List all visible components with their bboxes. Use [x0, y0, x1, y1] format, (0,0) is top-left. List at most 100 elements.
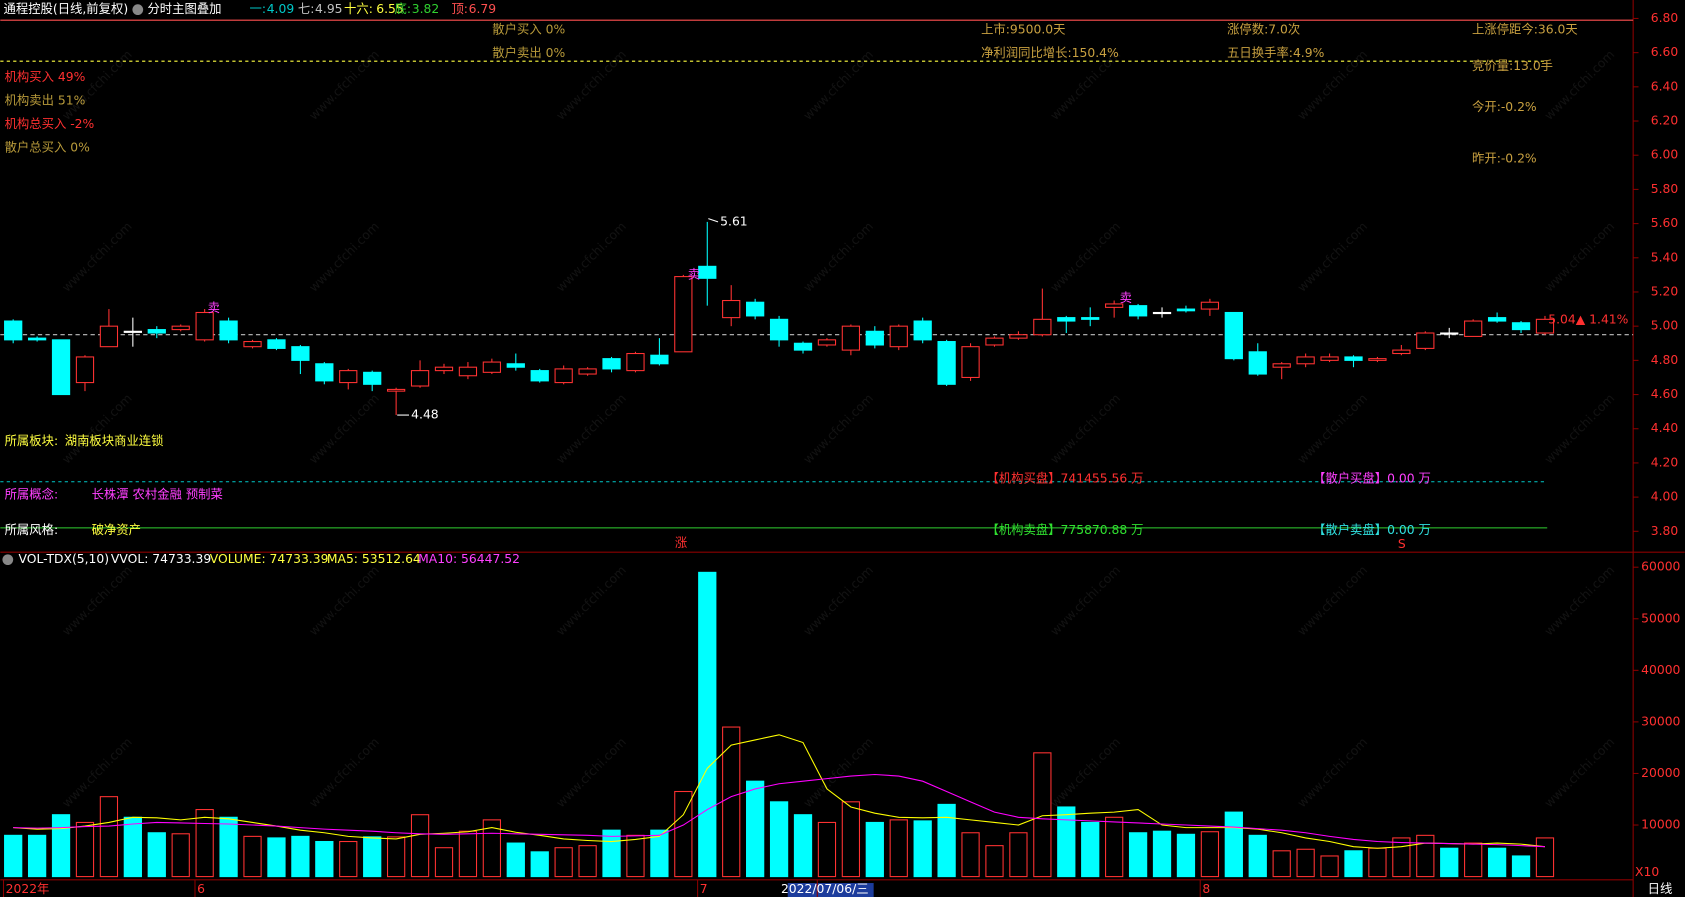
legend-entry: MA10: 56447.52 [418, 552, 520, 566]
ma-line [13, 773, 1545, 848]
y-tick-label: 4.80 [1651, 353, 1679, 367]
level-name: 七: [298, 2, 315, 16]
candle-body [1105, 303, 1124, 308]
panel-text: 所属板块: [5, 434, 59, 448]
volume-bar [1057, 806, 1076, 878]
volume-bar [913, 820, 932, 878]
level-value: 6.79 [469, 2, 496, 16]
level-value: 3.82 [412, 2, 439, 16]
y-tick-label: 40000 [1641, 663, 1680, 677]
candle-body [793, 342, 813, 351]
candle-body [913, 320, 932, 341]
panel-text: 卖 [688, 268, 700, 282]
panel-text: 昨开:-0.2% [1472, 151, 1537, 165]
panel-text: 机构卖出 51% [5, 92, 86, 107]
candle-body [1368, 358, 1387, 361]
volume-bar [865, 821, 884, 878]
volume-bar [650, 829, 669, 878]
candle-body [674, 276, 693, 353]
volume-bar [27, 834, 47, 878]
candle-body [961, 346, 980, 378]
candle-body [1033, 318, 1052, 336]
panel-text: 今开:-0.2% [1472, 99, 1537, 114]
panel-text: 散户卖出 0% [492, 45, 565, 60]
y-tick-label: 60000 [1641, 560, 1680, 574]
level-value: 6.55 [376, 2, 403, 16]
candle-body [937, 341, 956, 385]
candle-body [817, 339, 837, 346]
volume-bar [386, 836, 406, 878]
volume-bar [51, 814, 71, 878]
y-tick-label: 6.20 [1651, 114, 1679, 128]
volume-bar [1511, 855, 1531, 878]
volume-bar [554, 847, 573, 878]
candle-body [363, 371, 382, 385]
level-name: 顶: [451, 2, 468, 16]
candle-body [243, 341, 262, 348]
y-tick-label: 4.00 [1651, 490, 1679, 504]
volume-bar [1535, 837, 1555, 878]
y-tick-label: 50000 [1641, 611, 1680, 625]
volume-bar [75, 821, 95, 878]
candle-body [1009, 334, 1028, 339]
panel-text: 破净资产 [92, 522, 141, 537]
candle-body [171, 325, 190, 331]
icon [132, 4, 144, 16]
volume-bar [4, 834, 23, 878]
volume-bar [1272, 850, 1291, 878]
level-name: 一: [250, 2, 267, 16]
volume-bar [1200, 831, 1220, 878]
panel-text: 竞价量:13.0手 [1472, 59, 1553, 73]
volume-bar [243, 835, 262, 878]
candle-body [147, 329, 166, 334]
candle-body [1416, 332, 1435, 349]
candle-body [1511, 322, 1531, 331]
chart-title: 通程控股(日线,前复权) [4, 1, 129, 16]
y-tick-label: 6.80 [1651, 11, 1679, 25]
volume-bar [219, 816, 238, 878]
x-tick-label: 7 [700, 882, 708, 896]
volume-bar [123, 816, 142, 878]
candle-body [650, 354, 669, 365]
y-tick-label: 4.20 [1651, 455, 1679, 469]
y-tick-label: 6.40 [1651, 79, 1679, 93]
volume-bar [698, 571, 717, 878]
candle-body [889, 325, 908, 348]
candle-body [722, 299, 741, 319]
candle-body [1296, 356, 1315, 365]
candle-body [410, 370, 430, 387]
panel-text: 【散户卖盘】0.00 万 [1313, 522, 1431, 537]
panel-text: 上涨停距今:36.0天 [1472, 22, 1578, 37]
candle-body [219, 320, 238, 341]
y-tick-label: 6.00 [1651, 148, 1679, 162]
panel-text: 涨 [675, 535, 687, 550]
candle-body [769, 318, 789, 341]
scale-note: X10 [1635, 865, 1659, 879]
candle-body [291, 346, 310, 361]
panel-text: 机构买入 49% [5, 69, 86, 84]
candle-body [99, 325, 119, 348]
volume-bar [674, 790, 693, 878]
candle-body [1487, 317, 1507, 322]
volume-bar [1248, 834, 1267, 878]
candle-body [746, 301, 765, 317]
volume-bar [1464, 842, 1483, 878]
candle-body [1272, 363, 1291, 368]
candle-body [1320, 356, 1339, 361]
volume-bar [937, 803, 956, 878]
y-tick-label: 5.00 [1651, 319, 1679, 333]
candle-body [1392, 349, 1411, 355]
volume-bar [1009, 832, 1028, 878]
candle-body [626, 352, 645, 372]
candle-body [506, 363, 525, 368]
volume-bar [339, 840, 358, 878]
volume-bar [363, 836, 382, 878]
volume-bar [1440, 847, 1459, 878]
volume-bar [1152, 830, 1172, 878]
volume-bar [889, 819, 908, 878]
y-tick-label: 20000 [1641, 766, 1680, 780]
panel-text: 所属概念: [5, 487, 59, 502]
candle-body [386, 388, 406, 392]
